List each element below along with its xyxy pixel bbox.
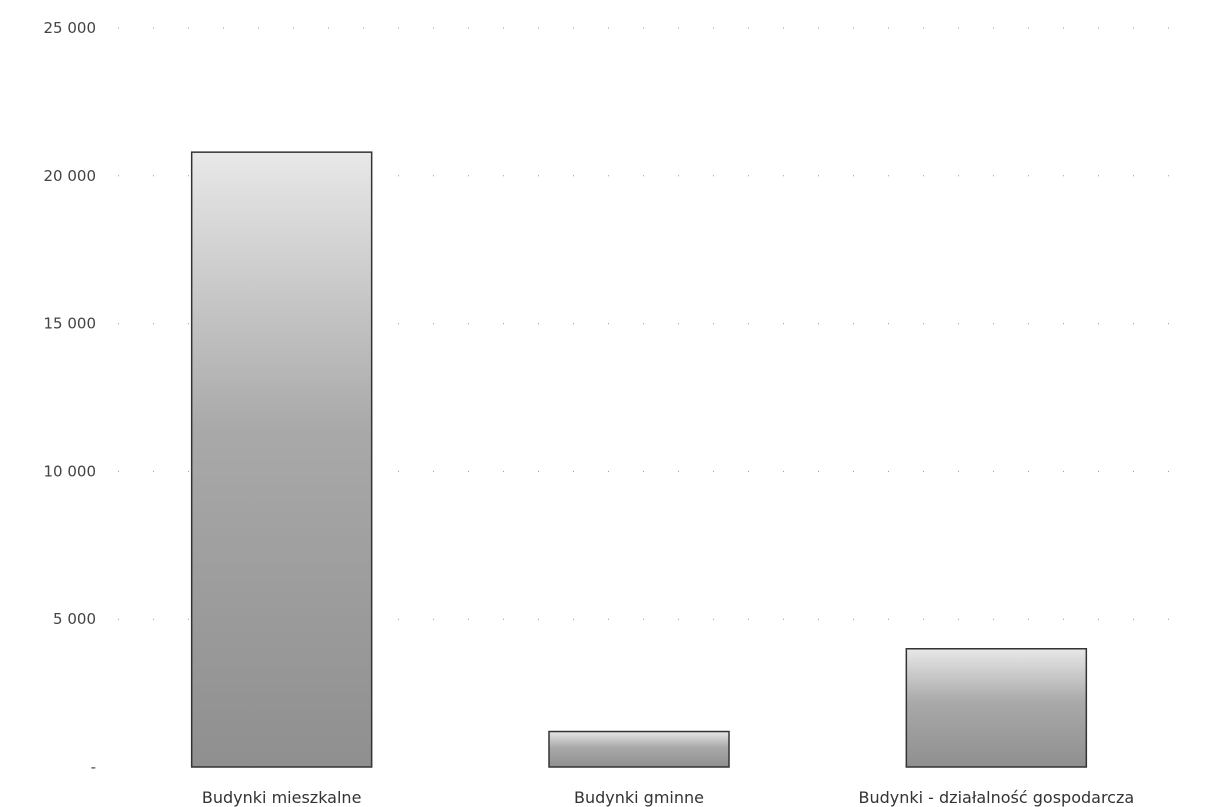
y-tick-label: - <box>91 758 96 776</box>
y-tick-label: 10 000 <box>44 462 97 480</box>
x-category-label: Budynki gminne <box>574 788 704 807</box>
bar-1 <box>190 151 373 768</box>
bar-3 <box>905 648 1088 768</box>
x-category-label: Budynki - działalność gospodarcza <box>858 788 1134 807</box>
bar-outline <box>190 151 373 768</box>
bar-fill <box>549 731 729 767</box>
bar-2 <box>548 730 730 768</box>
bars <box>190 151 1088 768</box>
y-tick-label: 25 000 <box>44 19 97 37</box>
bar-outline <box>548 730 730 768</box>
y-axis-tick-labels: - 5 000 10 000 15 000 20 000 25 000 <box>44 19 97 776</box>
bar-fill <box>906 648 1087 767</box>
x-axis-category-labels: Budynki mieszkalne Budynki gminne Budynki … <box>202 788 1134 807</box>
y-tick-label: 5 000 <box>53 610 96 628</box>
x-category-label: Budynki mieszkalne <box>202 788 362 807</box>
y-tick-label: 20 000 <box>44 167 97 185</box>
bar-outline <box>905 648 1088 768</box>
bar-fill <box>191 152 372 768</box>
y-tick-label: 15 000 <box>44 315 97 333</box>
